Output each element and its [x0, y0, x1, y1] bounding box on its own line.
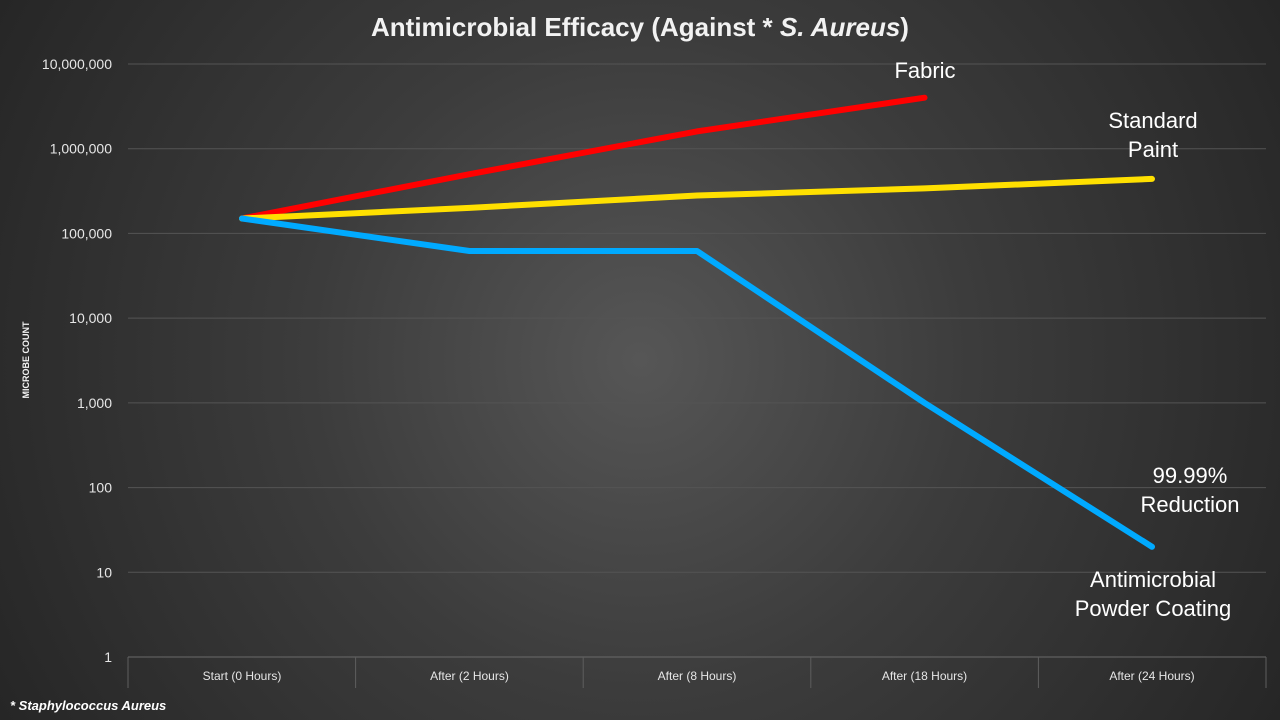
y-tick-label: 100,000	[61, 225, 112, 241]
footnote: * Staphylococcus Aureus	[10, 698, 167, 713]
annotation-standard-paint-line-2: Paint	[1127, 137, 1179, 162]
annotation-standard-paint: Standard Paint	[1108, 106, 1197, 164]
x-tick-label: Start (0 Hours)	[203, 669, 282, 683]
annotation-reduction-line-1: 99.99%	[1152, 463, 1228, 488]
y-tick-label: 1,000,000	[50, 141, 112, 157]
annotation-powder-coating-line-1: Antimicrobial	[1090, 567, 1216, 592]
annotation-fabric: Fabric	[894, 56, 955, 85]
x-tick-label: After (24 Hours)	[1109, 669, 1194, 683]
x-tick-label: After (8 Hours)	[658, 669, 737, 683]
y-tick-label: 1	[104, 649, 112, 665]
y-tick-label: 1,000	[77, 395, 112, 411]
chart-title-main: Antimicrobial Efficacy (Against *	[371, 12, 780, 42]
annotation-powder-coating: Antimicrobial Powder Coating	[1075, 565, 1232, 623]
y-tick-label: 10,000	[69, 310, 112, 326]
x-tick-label: After (18 Hours)	[882, 669, 967, 683]
annotation-standard-paint-line-1: Standard	[1108, 108, 1198, 133]
y-tick-label: 10,000,000	[42, 56, 112, 72]
x-tick-label: After (2 Hours)	[430, 669, 509, 683]
annotation-fabric-line: Fabric	[894, 58, 956, 83]
y-axis-label: MICROBE COUNT	[21, 321, 31, 399]
chart-title-close: )	[900, 12, 909, 42]
y-tick-label: 100	[89, 480, 113, 496]
series-line-fabric	[239, 94, 928, 222]
series-line-standard-paint	[239, 175, 1155, 222]
annotation-powder-coating-line-2: Powder Coating	[1074, 596, 1232, 621]
chart-title-italic: S. Aureus	[779, 12, 901, 42]
series-line-antimicrobial-powder-coating	[239, 215, 1155, 550]
annotation-reduction: 99.99% Reduction	[1140, 461, 1239, 519]
y-tick-label: 10	[96, 564, 112, 580]
annotation-reduction-line-2: Reduction	[1140, 492, 1240, 517]
chart-title: Antimicrobial Efficacy (Against * S. Aur…	[0, 12, 1280, 43]
